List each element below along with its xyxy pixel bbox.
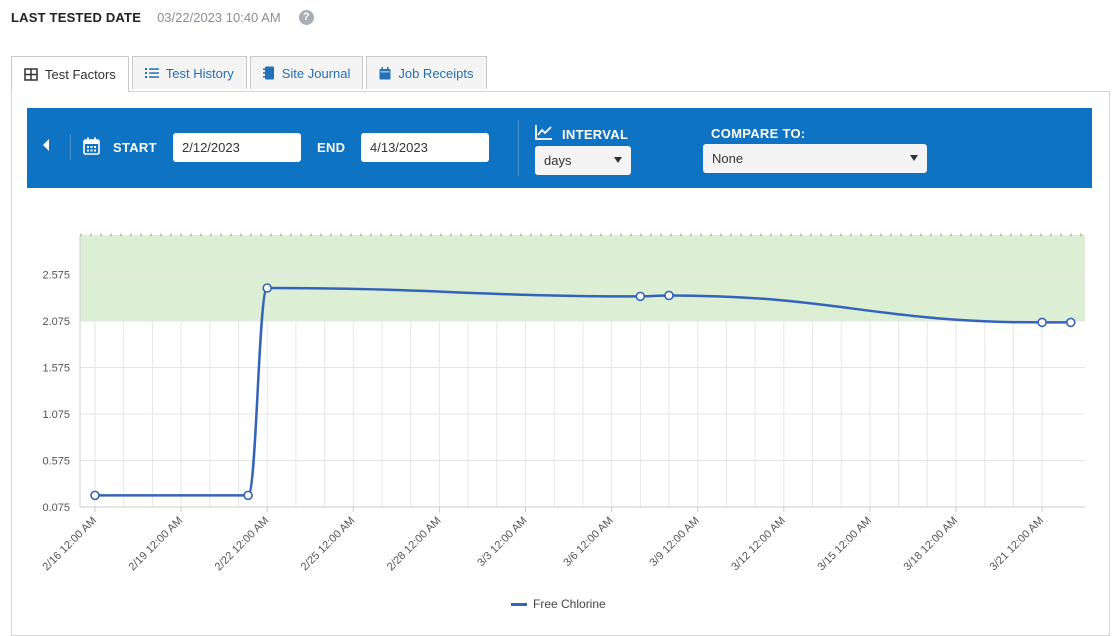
- y-tick-label: 1.575: [42, 363, 70, 375]
- date-range-toolbar: START 2/12/2023 END 4/13/2023 INTERVAL d…: [27, 108, 1092, 188]
- data-point-free-chlorine: [1037, 317, 1047, 328]
- y-tick-label: 1.075: [42, 409, 70, 421]
- calendar-icon: [379, 66, 391, 79]
- start-date-input[interactable]: 2/12/2023: [173, 133, 301, 162]
- interval-value: days: [544, 153, 572, 168]
- help-icon[interactable]: ?: [298, 9, 314, 25]
- end-label: END: [317, 140, 346, 155]
- tab-label: Test Factors: [45, 67, 116, 82]
- compare-to-value: None: [712, 151, 744, 166]
- y-tick-label: 2.575: [42, 270, 70, 282]
- tab-site-journal[interactable]: Site Journal: [249, 56, 364, 89]
- dropdown-caret-icon: [910, 155, 918, 161]
- notebook-icon: [262, 66, 274, 80]
- data-point-free-chlorine: [1066, 317, 1076, 328]
- x-tick-label: 3/3 12:00 AM: [475, 515, 529, 569]
- interval-select[interactable]: days: [535, 146, 631, 175]
- x-tick-label: 2/16 12:00 AM: [40, 515, 99, 574]
- x-tick-label: 3/15 12:00 AM: [815, 515, 874, 574]
- dropdown-caret-icon: [614, 157, 622, 163]
- divider: [518, 120, 519, 176]
- chart-legend: Free Chlorine: [511, 597, 606, 611]
- target-range-band: [80, 235, 1085, 322]
- x-tick-label: 2/25 12:00 AM: [299, 515, 358, 574]
- x-tick-label: 3/12 12:00 AM: [729, 515, 788, 574]
- tab-label: Test History: [165, 65, 234, 81]
- tab-job-receipts[interactable]: Job Receipts: [366, 56, 487, 89]
- compare-to-label: COMPARE TO:: [711, 126, 806, 141]
- x-tick-label: 2/19 12:00 AM: [127, 515, 186, 574]
- x-tick-label: 2/28 12:00 AM: [385, 515, 444, 574]
- calendar-icon: [83, 137, 100, 155]
- interval-label: INTERVAL: [562, 127, 629, 142]
- y-tick-label: 0.575: [42, 456, 70, 468]
- end-date-input[interactable]: 4/13/2023: [361, 133, 489, 162]
- tab-test-factors[interactable]: Test Factors: [11, 56, 129, 92]
- compare-to-select[interactable]: None: [703, 144, 927, 173]
- last-tested-row: LAST TESTED DATE 03/22/2023 10:40 AM ?: [11, 8, 314, 26]
- x-tick-label: 3/9 12:00 AM: [647, 515, 701, 569]
- data-point-free-chlorine: [90, 490, 100, 501]
- data-point-free-chlorine: [664, 290, 674, 301]
- tab-bar: Test Factors Test History Site Journal J…: [11, 56, 487, 92]
- tab-label: Job Receipts: [398, 65, 474, 81]
- data-point-free-chlorine: [635, 291, 646, 302]
- list-icon: [144, 68, 159, 78]
- tab-label: Site Journal: [281, 65, 351, 81]
- x-tick-label: 3/18 12:00 AM: [901, 515, 960, 574]
- last-tested-value: 03/22/2023 10:40 AM: [157, 9, 281, 25]
- divider: [70, 134, 71, 160]
- tab-test-history[interactable]: Test History: [131, 56, 247, 89]
- line-chart-icon: [535, 125, 552, 140]
- collapse-caret-left-icon[interactable]: [41, 138, 51, 152]
- x-tick-label: 2/22 12:00 AM: [213, 515, 272, 574]
- legend-label-free-chlorine: Free Chlorine: [533, 597, 606, 611]
- data-point-free-chlorine: [262, 283, 273, 293]
- y-tick-label: 2.075: [42, 316, 70, 328]
- y-tick-label: 0.075: [42, 502, 70, 514]
- x-tick-label: 3/21 12:00 AM: [988, 515, 1047, 574]
- grid-icon: [24, 68, 38, 81]
- x-tick-label: 3/6 12:00 AM: [561, 515, 615, 569]
- legend-swatch-free-chlorine: [511, 602, 527, 606]
- start-label: START: [113, 140, 157, 155]
- last-tested-label: LAST TESTED DATE: [11, 9, 142, 25]
- data-point-free-chlorine: [243, 490, 253, 501]
